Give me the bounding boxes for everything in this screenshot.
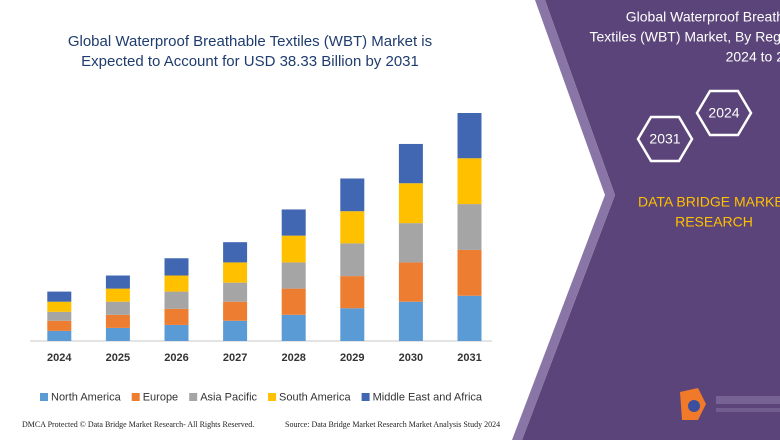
bar-segment	[164, 308, 189, 325]
legend-label: Asia Pacific	[200, 391, 257, 403]
side-panel	[522, 0, 780, 440]
x-tick-label: 2030	[399, 352, 423, 364]
x-tick-label: 2025	[106, 352, 130, 364]
brand-name: RESEARCH	[675, 214, 753, 230]
bar-segment	[164, 291, 189, 309]
bar-segment	[281, 209, 306, 236]
bar-segment	[340, 243, 365, 277]
logo-mark	[688, 400, 700, 412]
bar-segment	[457, 249, 482, 296]
x-tick-label: 2031	[457, 352, 481, 364]
hexagon-label: 2031	[649, 131, 680, 147]
brand-name: DATA BRIDGE MARKE	[638, 194, 780, 210]
bar-segment	[281, 262, 306, 289]
bar-segment	[398, 143, 423, 184]
logo	[680, 388, 780, 420]
panel-title: Global Waterproof Breath	[626, 9, 780, 25]
legend-label: South America	[279, 391, 351, 403]
footer-source: Source: Data Bridge Market Research Mark…	[285, 420, 500, 429]
x-tick-label: 2029	[340, 352, 364, 364]
hexagon	[695, 89, 753, 137]
legend-label: Europe	[143, 391, 178, 403]
x-tick-label: 2024	[47, 352, 72, 364]
x-tick-label: 2027	[223, 352, 247, 364]
legend-label: Middle East and Africa	[373, 391, 483, 403]
bar-segment	[398, 262, 423, 302]
legend-label: North America	[51, 391, 122, 403]
bar-segment	[105, 275, 130, 289]
bar-segment	[47, 311, 72, 321]
footer-note: DMCA Protected © Data Bridge Market Rese…	[22, 420, 254, 429]
bar-segment	[281, 288, 306, 315]
plot: 2024 2025 2026 2027 2028 2029 2030 2031	[47, 113, 482, 364]
x-tick-label: 2028	[281, 352, 305, 364]
bar-segment	[47, 320, 72, 331]
bar-segment	[164, 258, 189, 276]
bar-segment	[457, 295, 482, 341]
bar-segment	[105, 327, 130, 341]
panel-title: 2024 to 2	[726, 49, 780, 65]
bar-segment	[164, 324, 189, 341]
bar-segment	[457, 113, 482, 159]
bar-segment	[223, 242, 248, 263]
hexagon-label: 2024	[708, 105, 739, 121]
legend-swatch	[40, 393, 48, 401]
bar-segment	[340, 178, 365, 212]
bar-segment	[457, 204, 482, 250]
panel-title: Textiles (WBT) Market, By Regi	[590, 29, 780, 45]
bar-segment	[223, 301, 248, 321]
bar-segment	[398, 223, 423, 263]
legend-swatch	[361, 393, 370, 401]
bar-segment	[164, 275, 189, 292]
bar-segment	[398, 301, 423, 341]
chart-title: Global Waterproof Breathable Textiles (W…	[68, 33, 432, 50]
bar-segment	[47, 291, 72, 302]
bar-segment	[281, 235, 306, 263]
hexagon	[636, 115, 694, 163]
bar-segment	[223, 262, 248, 283]
legend: North America Europe Asia Pacific South Ame…	[40, 391, 483, 403]
legend-swatch	[189, 393, 198, 401]
x-tick-label: 2026	[164, 352, 188, 364]
bar-segment	[281, 314, 306, 341]
bar-segment	[340, 211, 365, 244]
bar-segment	[105, 301, 130, 315]
bar-segment	[105, 288, 130, 302]
bar-segment	[47, 330, 72, 341]
logo-text	[716, 396, 780, 404]
chart-title: Expected to Account for USD 38.33 Billio…	[81, 53, 419, 70]
legend-swatch	[268, 393, 277, 401]
bar-segment	[398, 183, 423, 224]
bar-segment	[223, 282, 248, 302]
bar-segment	[105, 314, 130, 328]
bar-segment	[340, 276, 365, 309]
bar-segment	[47, 301, 72, 312]
bar-segment	[340, 308, 365, 341]
legend-swatch	[131, 393, 140, 401]
bar-segment	[223, 320, 248, 341]
bar-segment	[457, 158, 482, 205]
logo-text	[716, 408, 780, 412]
